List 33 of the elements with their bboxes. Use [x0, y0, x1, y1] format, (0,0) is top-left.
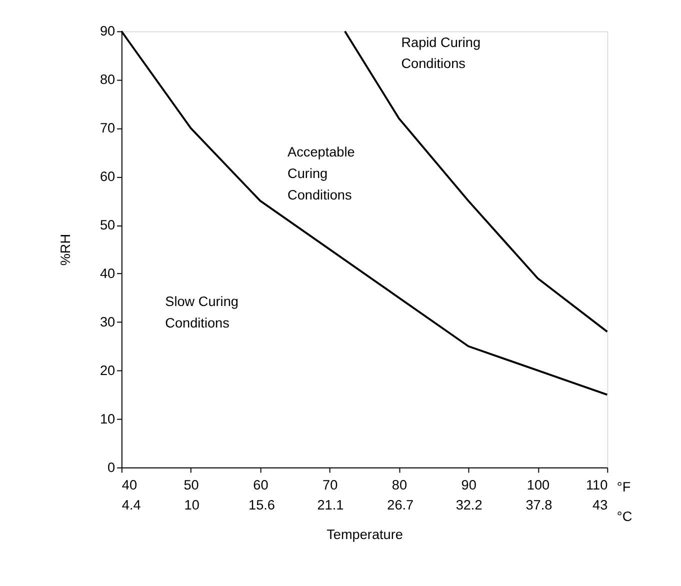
annotation: Rapid Curing Conditions	[401, 34, 481, 72]
y-tick-label: 80	[100, 72, 116, 88]
x2-tick-label: 26.7	[387, 498, 414, 513]
annotation: Slow Curing Conditions	[165, 294, 238, 331]
text: °F	[616, 480, 631, 495]
y-tick-label: 60	[100, 168, 116, 184]
x2-tick-label: 15.6	[248, 498, 276, 513]
x2-tick-label: 4.4	[122, 498, 142, 513]
y-tick-label: 90	[100, 24, 116, 39]
x-axis-title: Temperature	[326, 526, 403, 542]
x-tick-label: 100	[526, 477, 550, 492]
x-tick-label: 40	[122, 477, 138, 492]
y-tick-label: 0	[108, 460, 116, 475]
y-tick-label: 10	[100, 411, 116, 426]
x-tick-label: 80	[392, 477, 408, 492]
x-tick-label: 110	[586, 477, 608, 492]
y-tick-label: 70	[100, 120, 116, 136]
x2-tick-label: 10	[184, 498, 200, 513]
x-tick-label: 90	[461, 477, 477, 492]
y-tick-label: 40	[100, 266, 116, 281]
x-tick-label: 60	[253, 477, 269, 492]
y-tick-label: 30	[100, 314, 116, 330]
x-tick-label: 70	[322, 477, 338, 492]
annotation: Acceptable Curing Conditions	[288, 144, 355, 202]
y-axis-title: %RH	[58, 234, 73, 266]
x2-tick-label: 43	[592, 498, 608, 513]
x2-tick-label: 21.1	[317, 498, 344, 513]
x-tick-label: 50	[184, 477, 200, 492]
y-tick-label: 50	[100, 217, 116, 232]
x2-tick-label: 32.2	[456, 498, 482, 513]
text: °C	[616, 508, 632, 524]
y-tick-label: 20	[100, 362, 116, 378]
x2-tick-label: 37.8	[526, 498, 552, 513]
